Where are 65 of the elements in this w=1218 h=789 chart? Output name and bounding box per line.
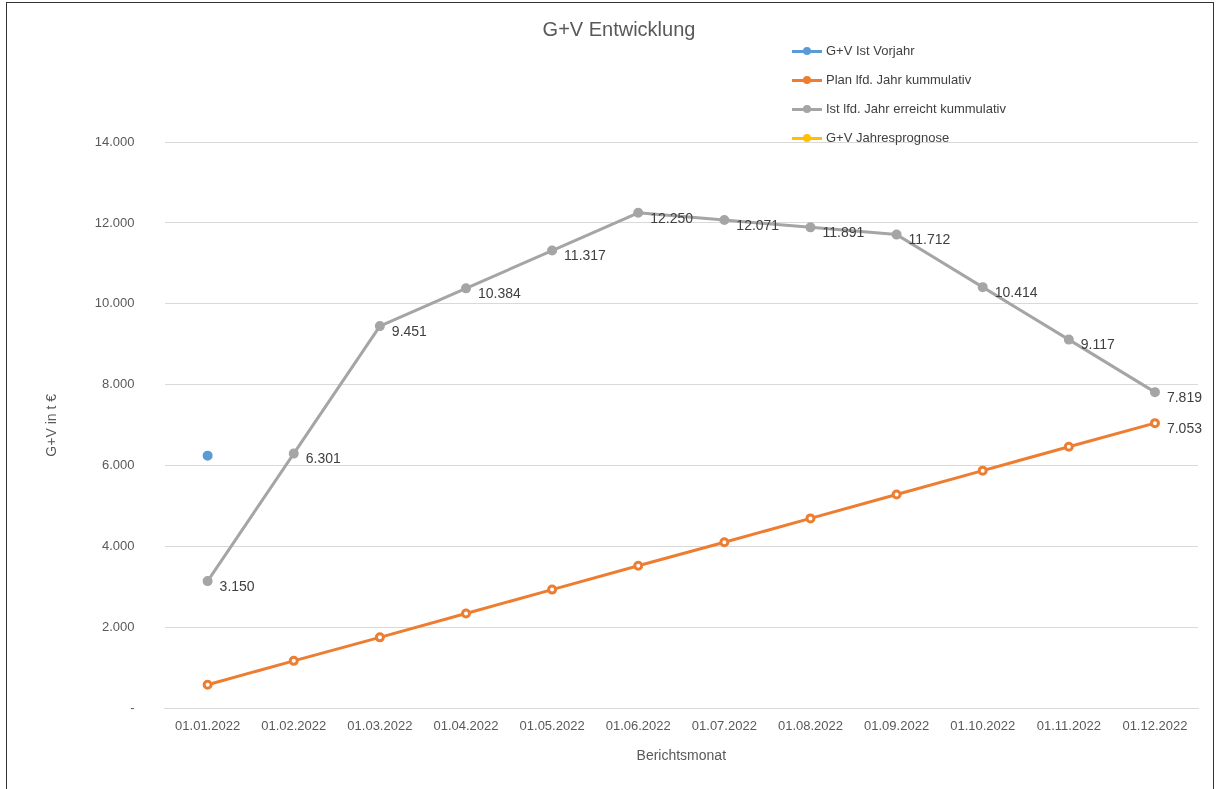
data-label: 11.712 bbox=[908, 231, 951, 248]
point bbox=[977, 282, 988, 293]
data-label: 6.301 bbox=[305, 450, 341, 467]
point bbox=[288, 448, 299, 459]
data-label: 7.053 bbox=[1166, 420, 1203, 437]
point bbox=[891, 229, 902, 240]
point bbox=[374, 321, 385, 332]
y-tick-label: 14.000 bbox=[94, 133, 135, 149]
legend-label: G+V Jahresprognose bbox=[826, 130, 950, 145]
legend-label: G+V Ist Vorjahr bbox=[826, 43, 915, 58]
point bbox=[719, 215, 730, 226]
data-label: 10.414 bbox=[994, 283, 1038, 300]
legend-label: Ist lfd. Jahr erreicht kummulativ bbox=[826, 101, 1006, 116]
x-tick-label: 01.07.2022 bbox=[691, 717, 757, 733]
x-tick-label: 01.01.2022 bbox=[175, 717, 241, 733]
x-tick-label: 01.12.2022 bbox=[1122, 717, 1188, 733]
x-tick-label: 01.04.2022 bbox=[433, 717, 499, 733]
point bbox=[202, 576, 213, 587]
point bbox=[633, 560, 644, 571]
point bbox=[1149, 387, 1160, 398]
point bbox=[374, 632, 385, 643]
y-tick-label: - bbox=[130, 700, 135, 716]
chart-title: G+V Entwicklung bbox=[542, 17, 696, 40]
data-label: 12.250 bbox=[650, 209, 694, 226]
x-tick-label: 01.08.2022 bbox=[777, 717, 843, 733]
point bbox=[547, 245, 558, 256]
x-tick-label: 01.06.2022 bbox=[605, 717, 671, 733]
x-tick-label: 01.11.2022 bbox=[1036, 717, 1101, 733]
point bbox=[1063, 441, 1074, 452]
x-axis-title: Berichtsmonat bbox=[636, 747, 727, 764]
legend-label: Plan lfd. Jahr kummulativ bbox=[826, 72, 972, 87]
data-label: 3.150 bbox=[219, 577, 255, 594]
y-tick-label: 6.000 bbox=[102, 457, 135, 473]
y-tick-label: 8.000 bbox=[102, 376, 135, 392]
data-label: 12.071 bbox=[736, 216, 780, 233]
point bbox=[805, 222, 816, 233]
point bbox=[288, 655, 299, 666]
x-tick-label: 01.05.2022 bbox=[519, 717, 585, 733]
point bbox=[547, 584, 558, 595]
y-tick-label: 10.000 bbox=[94, 295, 135, 311]
point bbox=[633, 207, 644, 218]
point bbox=[719, 537, 730, 548]
y-tick-label: 12.000 bbox=[94, 214, 135, 230]
point bbox=[891, 489, 902, 500]
y-tick-label: 2.000 bbox=[102, 619, 135, 635]
x-tick-label: 01.10.2022 bbox=[950, 717, 1016, 733]
point bbox=[460, 283, 471, 294]
point bbox=[805, 513, 816, 524]
data-label: 9.117 bbox=[1080, 336, 1116, 353]
x-tick-label: 01.09.2022 bbox=[864, 717, 930, 733]
point bbox=[977, 465, 988, 476]
data-label: 11.317 bbox=[564, 247, 607, 264]
point bbox=[1149, 418, 1160, 429]
data-label: 10.384 bbox=[477, 285, 522, 302]
data-label: 11.891 bbox=[822, 224, 865, 241]
point bbox=[460, 608, 471, 619]
data-label: 9.451 bbox=[391, 322, 428, 339]
y-tick-label: 4.000 bbox=[102, 538, 135, 554]
point bbox=[202, 679, 213, 690]
x-tick-label: 01.02.2022 bbox=[261, 717, 327, 733]
point bbox=[1063, 334, 1074, 345]
point bbox=[202, 450, 213, 461]
x-tick-label: 01.03.2022 bbox=[347, 717, 413, 733]
y-axis-title: G+V in t € bbox=[43, 393, 60, 457]
data-label: 7.819 bbox=[1166, 389, 1203, 406]
